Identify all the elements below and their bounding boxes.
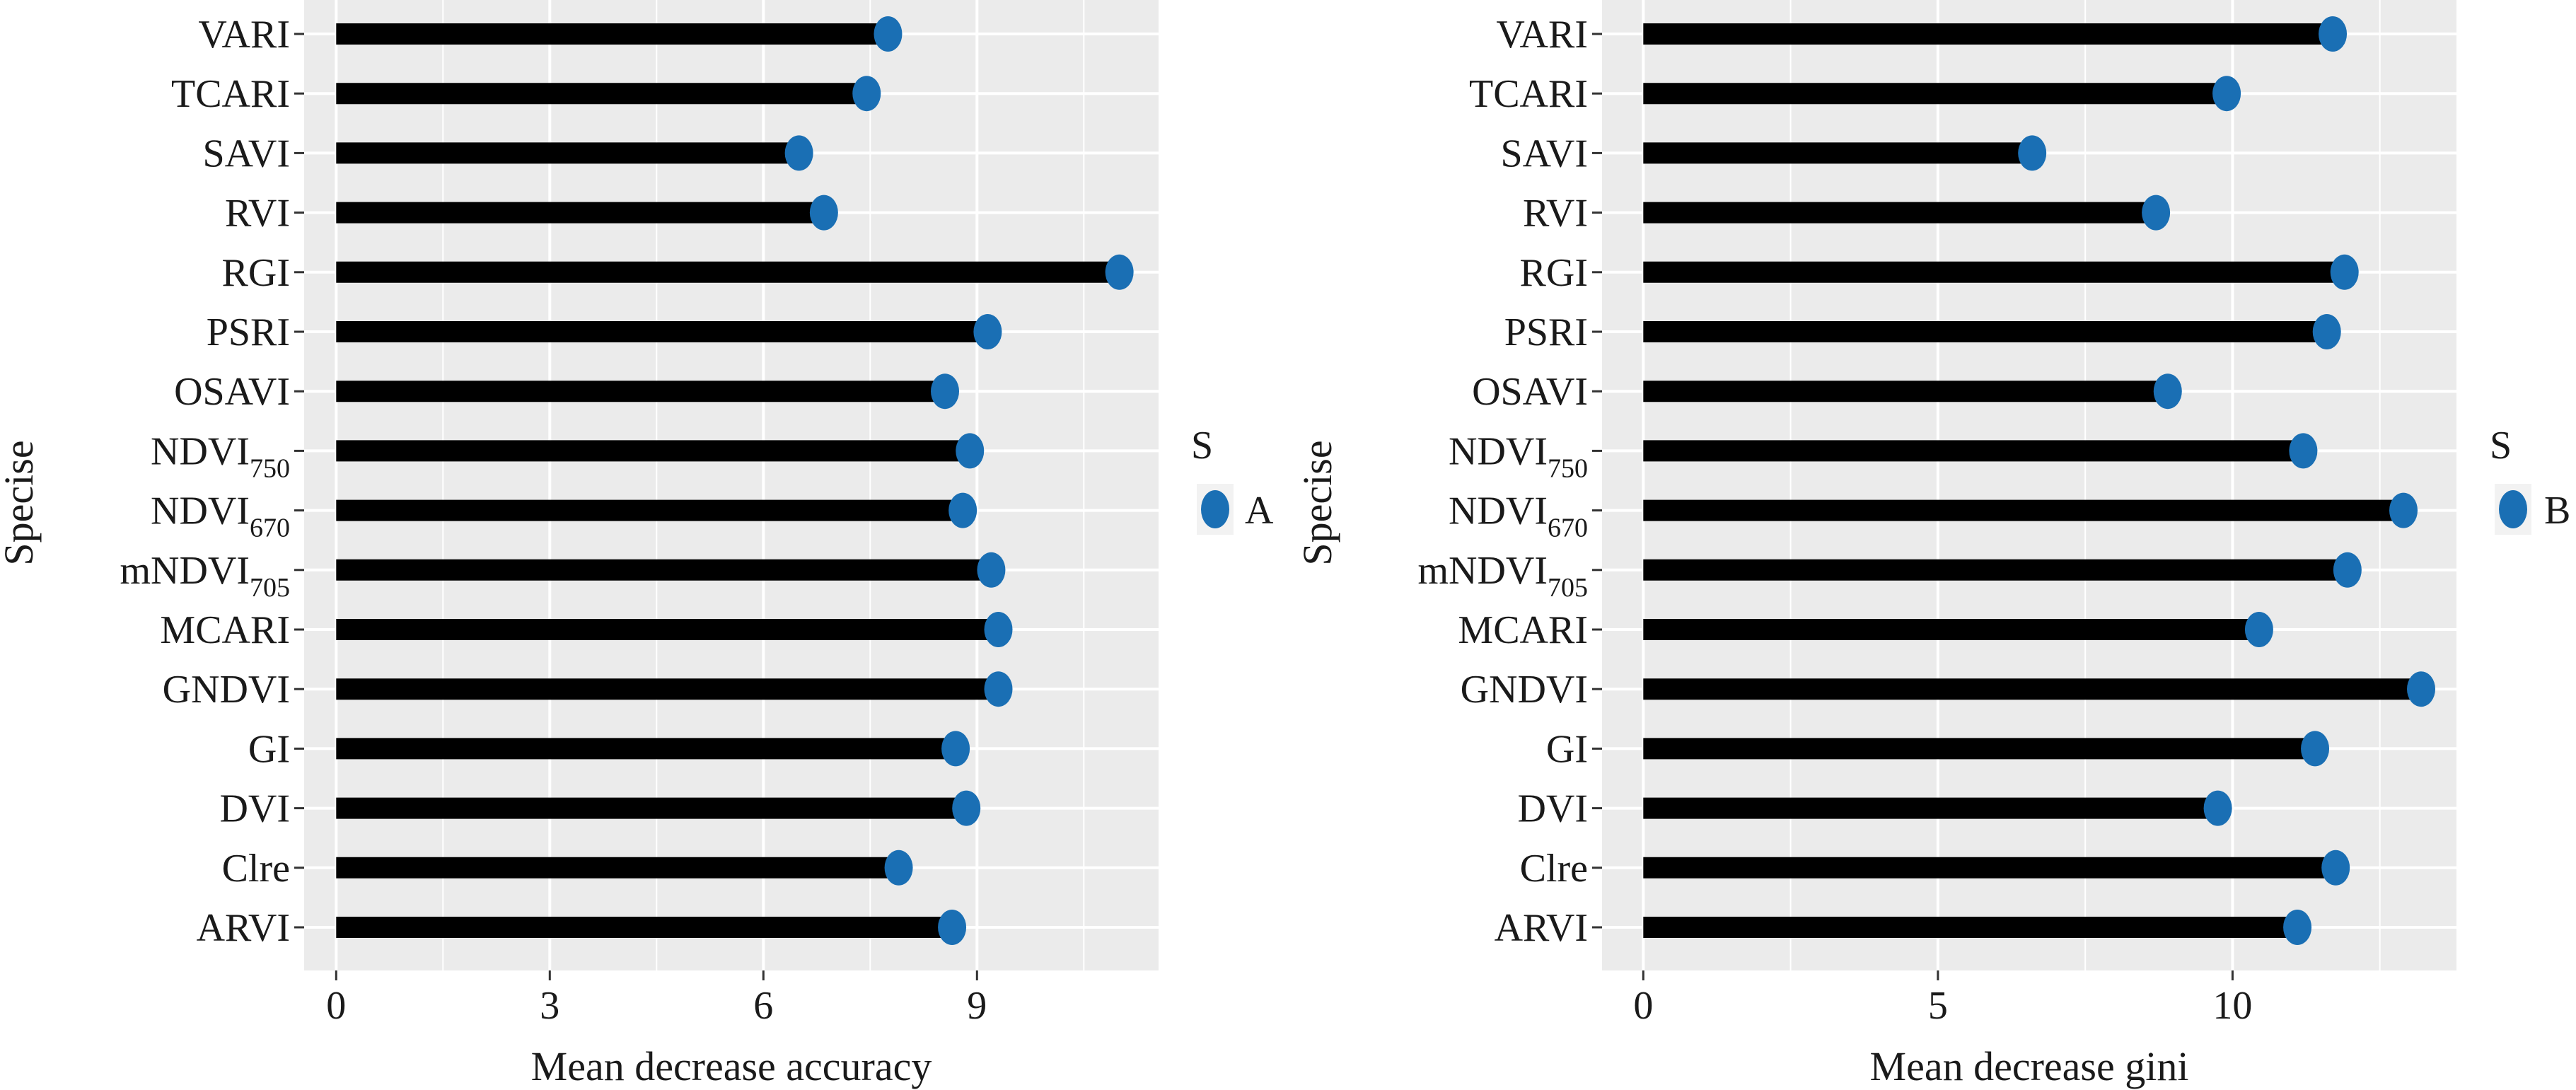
point-MCARI: [2244, 612, 2273, 647]
y-tick-label: MCARI: [160, 608, 290, 652]
point-mNDVI705: [2333, 552, 2362, 588]
point-NDVI750: [956, 433, 985, 469]
point-DVI: [2203, 790, 2232, 826]
y-tick-label: GNDVI: [163, 668, 290, 712]
y-tick-label: NDVI750: [151, 429, 290, 483]
point-GNDVI: [2407, 671, 2436, 707]
point-SAVI: [2018, 135, 2047, 171]
y-tick-label: GNDVI: [1461, 668, 1588, 712]
point-ARVI: [2283, 910, 2312, 945]
point-ARVI: [938, 910, 967, 945]
point-TCARI: [2212, 76, 2241, 112]
y-tick-label: mNDVI705: [1417, 549, 1588, 603]
y-tick-label: GI: [248, 727, 290, 771]
y-tick-label: TCARI: [1469, 72, 1588, 116]
y-tick-label: VARI: [1496, 13, 1588, 57]
y-tick-label: mNDVI705: [120, 549, 290, 603]
y-tick-label: VARI: [198, 13, 290, 57]
y-axis-title: Specise: [1294, 440, 1340, 565]
y-tick-label: NDVI670: [1449, 489, 1588, 543]
point-RVI: [809, 195, 838, 231]
y-tick-label: RVI: [1523, 192, 1588, 236]
point-NDVI670: [2389, 492, 2418, 528]
legend-label: B: [2544, 489, 2570, 533]
y-tick-label: RGI: [1520, 251, 1588, 295]
y-tick-label: OSAVI: [1472, 370, 1588, 414]
x-tick-label: 9: [967, 984, 987, 1028]
point-Clre: [2321, 850, 2350, 886]
y-tick-label: Clre: [222, 847, 290, 891]
point-GI: [941, 731, 970, 767]
point-GI: [2301, 731, 2330, 767]
y-tick-label: PSRI: [207, 311, 290, 354]
point-RVI: [2142, 195, 2171, 231]
point-RGI: [1105, 254, 1134, 290]
x-tick-label: 0: [326, 984, 346, 1028]
chart-gini: VARI TCARI SAVI RVI RGI PSRI OSAVI NDVI750 NDVI6…: [1294, 0, 2570, 1089]
point-RGI: [2330, 254, 2359, 290]
y-tick-label: RGI: [222, 251, 290, 295]
y-tick-label: DVI: [219, 787, 290, 831]
point-VARI: [874, 16, 903, 52]
y-tick-label: NDVI750: [1449, 429, 1588, 483]
y-tick-label: DVI: [1517, 787, 1588, 831]
point-PSRI: [2312, 314, 2341, 349]
x-tick-label: 6: [753, 984, 773, 1028]
legend-key-point: [1201, 490, 1229, 528]
point-TCARI: [852, 76, 881, 112]
point-mNDVI705: [977, 552, 1006, 588]
y-tick-label: SAVI: [1501, 132, 1588, 175]
point-SAVI: [784, 135, 813, 171]
legend-title: S: [1191, 424, 1213, 468]
y-tick-label: TCARI: [171, 72, 290, 116]
y-tick-label: ARVI: [1495, 906, 1588, 950]
y-tick-label: Clre: [1520, 847, 1588, 891]
x-tick-label: 0: [1633, 984, 1653, 1028]
y-tick-label: NDVI670: [151, 489, 290, 543]
point-NDVI670: [948, 492, 977, 528]
point-DVI: [952, 790, 981, 826]
point-MCARI: [984, 612, 1013, 647]
legend-label: A: [1245, 489, 1274, 533]
point-NDVI750: [2289, 433, 2318, 469]
y-tick-label: PSRI: [1504, 311, 1588, 354]
chart-accuracy: VARI TCARI SAVI RVI RGI PSRI OSAVI NDVI750 NDVI6…: [0, 0, 1274, 1089]
y-tick-label: MCARI: [1458, 608, 1588, 652]
point-OSAVI: [2153, 373, 2182, 410]
point-OSAVI: [931, 373, 959, 410]
point-Clre: [884, 850, 913, 886]
legend-key-point: [2499, 490, 2527, 528]
x-tick-label: 3: [540, 984, 559, 1028]
legend-title: S: [2490, 424, 2512, 468]
x-axis-title: Mean decrease gini: [1870, 1043, 2189, 1089]
legend: S A: [1191, 424, 1274, 535]
point-GNDVI: [984, 671, 1013, 707]
point-VARI: [2319, 16, 2348, 52]
legend: S B: [2490, 424, 2570, 535]
y-tick-label: SAVI: [203, 132, 290, 175]
x-tick-label: 5: [1928, 984, 1948, 1028]
y-tick-label: ARVI: [197, 906, 290, 950]
y-tick-label: GI: [1546, 727, 1588, 771]
x-tick-label: 10: [2212, 984, 2252, 1028]
y-axis-title: Specise: [0, 440, 42, 565]
point-PSRI: [973, 314, 1002, 349]
y-tick-label: OSAVI: [174, 370, 290, 414]
y-tick-label: RVI: [225, 192, 290, 236]
x-axis-title: Mean decrease accuracy: [531, 1043, 932, 1089]
